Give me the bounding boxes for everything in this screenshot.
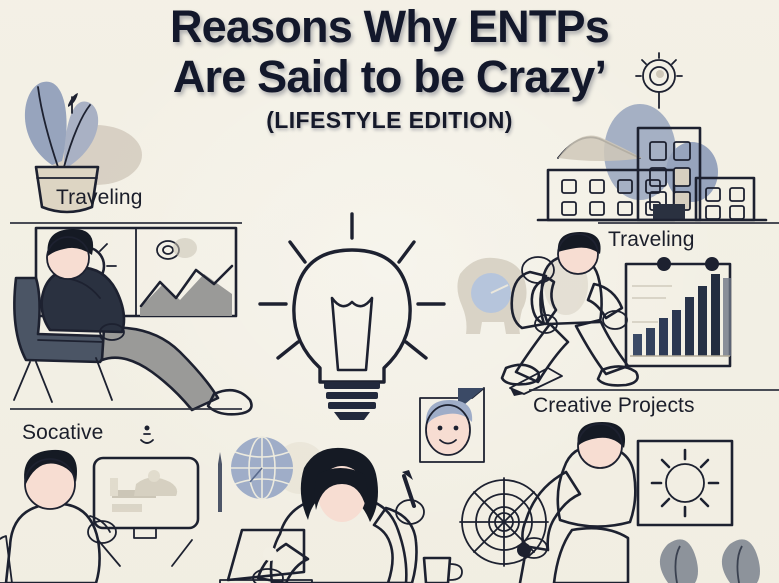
- radar-target-icon: [459, 477, 549, 567]
- sun-spiral-icon: [635, 52, 683, 109]
- bar-chart-bars: [633, 274, 731, 356]
- potted-plant-icon: [24, 81, 100, 214]
- office-building-icon: [536, 126, 768, 222]
- lightbulb-icon: [258, 212, 446, 420]
- divider-right-top: [598, 222, 779, 224]
- divider-left-top: [10, 222, 242, 224]
- face-portrait-card-icon: [419, 387, 485, 463]
- reclining-traveler-scene: [13, 226, 253, 416]
- label-traveling-left: Traveling: [56, 186, 143, 209]
- label-traveling-right: Traveling: [608, 228, 695, 251]
- label-socative: Socative: [22, 421, 104, 444]
- cane-walker-scene: [517, 422, 637, 583]
- laptop-worker-scene: [219, 447, 463, 583]
- title-line-2: Are Said to be Crazy’: [172, 51, 607, 102]
- leaf-pair-icon: [660, 539, 760, 583]
- walking-traveler-figure: [500, 232, 639, 387]
- divider-right-mid: [529, 389, 779, 391]
- divider-left-mid: [10, 408, 242, 410]
- title-line-1: Reasons Why ENTPs: [169, 1, 610, 52]
- poster-subtitle: (LIFESTYLE EDITION): [266, 107, 513, 133]
- bar-chart-whiteboard: [624, 257, 732, 368]
- segmented-globe-icon: [231, 436, 293, 500]
- framed-sun-artwork-icon: [636, 439, 734, 527]
- socative-monitor-scene: [0, 425, 200, 583]
- rock-blob-icon: [457, 257, 527, 334]
- label-creative-projects: Creative Projects: [533, 394, 695, 417]
- pen-icon: [218, 452, 222, 512]
- pencil-icon: [509, 367, 563, 396]
- poster-title-block: Reasons Why ENTPs Are Said to be Crazy’ …: [0, 2, 779, 134]
